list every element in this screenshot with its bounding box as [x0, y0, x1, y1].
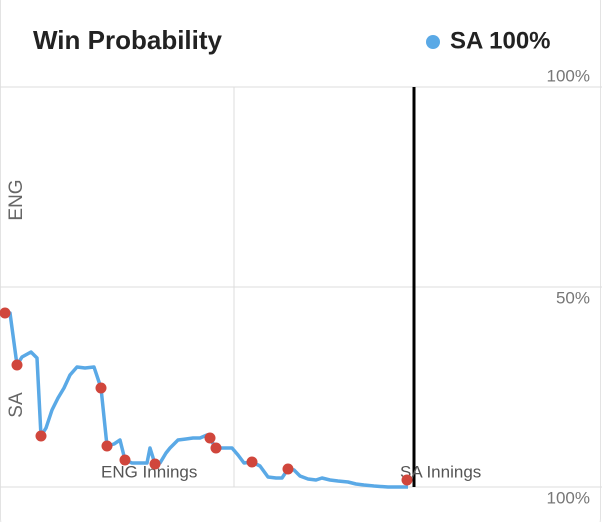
y-tick-label: 100%	[547, 66, 590, 85]
wicket-marker	[35, 430, 47, 442]
y-axis-label: ENG	[6, 179, 27, 220]
wicket-marker	[95, 382, 107, 394]
y-axis-label: SA	[6, 392, 27, 418]
wicket-marker	[119, 454, 131, 466]
annotation: ENG Innings	[101, 462, 197, 481]
legend-label: SA 100%	[450, 27, 551, 54]
wicket-marker	[204, 432, 216, 444]
y-tick-label: 100%	[547, 488, 590, 507]
legend-dot	[426, 35, 440, 49]
wicket-marker	[101, 440, 113, 452]
wicket-marker	[246, 456, 258, 468]
y-tick-label: 50%	[556, 288, 590, 307]
chart-title: Win Probability	[33, 25, 223, 55]
wicket-marker	[401, 474, 413, 486]
wicket-marker	[11, 359, 23, 371]
wicket-marker	[0, 307, 11, 319]
wicket-marker	[210, 442, 222, 454]
annotation: SA Innings	[400, 462, 481, 481]
wicket-marker	[149, 458, 161, 470]
win-line	[5, 311, 408, 489]
wicket-marker	[282, 463, 294, 475]
